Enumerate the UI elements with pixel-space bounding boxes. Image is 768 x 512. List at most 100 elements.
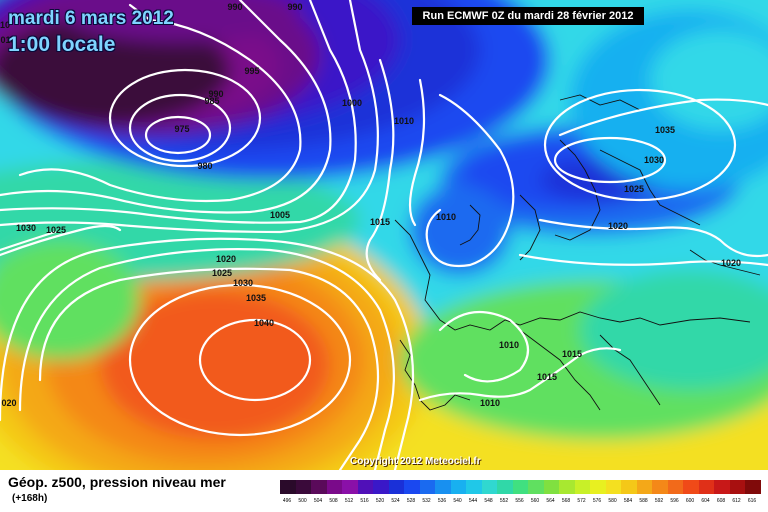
colorbar-swatch bbox=[621, 480, 637, 494]
colorbar-label: 520 bbox=[375, 498, 385, 504]
isobar-label: 1030 bbox=[644, 155, 664, 165]
colorbar-swatch bbox=[357, 480, 373, 494]
colorbar-label: 576 bbox=[592, 498, 602, 504]
colorbar-label: 580 bbox=[608, 498, 617, 504]
isobars bbox=[0, 0, 768, 470]
isobar-label: 020 bbox=[1, 398, 16, 408]
isobar-label: 1025 bbox=[46, 225, 66, 235]
colorbar-swatch bbox=[311, 480, 327, 494]
colorbar-swatch bbox=[574, 480, 590, 494]
colorbar-swatch bbox=[698, 480, 714, 494]
isobar-label: 1010 bbox=[499, 340, 519, 350]
forecast-range: (+168h) bbox=[12, 493, 48, 504]
isobar-labels: 990 990 10 015 995 990 985 975 980 1000 … bbox=[0, 2, 741, 408]
isobar-label: 1035 bbox=[655, 125, 675, 135]
isobar-label: 1040 bbox=[254, 318, 274, 328]
colorbar-label: 528 bbox=[406, 498, 416, 504]
isobar-label: 1005 bbox=[270, 210, 290, 220]
colorbar-swatch bbox=[419, 480, 435, 494]
isobar-label: 985 bbox=[204, 96, 219, 106]
colorbar-swatch bbox=[280, 480, 296, 494]
colorbar-label: 524 bbox=[391, 498, 400, 504]
colorbar-swatch bbox=[481, 480, 497, 494]
legend-bar: Géop. z500, pression niveau mer (+168h) … bbox=[0, 470, 768, 512]
copyright-text: Copyright 2012 Meteociel.fr bbox=[350, 456, 481, 467]
colorbar-label: 536 bbox=[437, 498, 447, 504]
isobar-label: 1030 bbox=[233, 278, 253, 288]
colorbar-label: 496 bbox=[282, 498, 292, 504]
isobar-label: 1020 bbox=[608, 221, 628, 231]
isobar-label: 975 bbox=[174, 124, 189, 134]
colorbar-label: 508 bbox=[329, 498, 338, 504]
isobar-label: 10 bbox=[0, 20, 10, 30]
colorbar-label: 540 bbox=[453, 498, 462, 504]
colorbar-label: 592 bbox=[654, 498, 664, 504]
colorbar-label: 608 bbox=[716, 498, 726, 504]
colorbar-label: 560 bbox=[530, 498, 540, 504]
colorbar-swatch bbox=[667, 480, 683, 494]
colorbar-swatch bbox=[342, 480, 358, 494]
colorbar-swatch bbox=[605, 480, 621, 494]
colorbar-label: 600 bbox=[685, 498, 695, 504]
colorbar-swatch bbox=[636, 480, 652, 494]
colorbar-swatch bbox=[528, 480, 544, 494]
colorbar-swatch bbox=[652, 480, 668, 494]
colorbar-swatch bbox=[326, 480, 342, 494]
isobar-label: 990 bbox=[287, 2, 302, 12]
colorbar-label: 584 bbox=[623, 498, 633, 504]
isobar-label: 1015 bbox=[537, 372, 557, 382]
isobar-label: 990 bbox=[208, 89, 223, 99]
coastlines bbox=[394, 94, 761, 411]
colorbar-label: 552 bbox=[499, 498, 509, 504]
colorbar-label: 616 bbox=[747, 498, 757, 504]
colorbar-swatch bbox=[388, 480, 404, 494]
geopotential-colorbar: 496 500 504 508 512 516 520 524 528 532 536 540 544 5… bbox=[280, 480, 761, 506]
colorbar-swatch bbox=[683, 480, 699, 494]
colorbar-label: 568 bbox=[561, 498, 571, 504]
colorbar-label: 588 bbox=[639, 498, 648, 504]
isobar-label: 1025 bbox=[212, 268, 232, 278]
colorbar-swatch bbox=[295, 480, 311, 494]
colorbar-label: 572 bbox=[577, 498, 586, 504]
colorbar-swatch bbox=[466, 480, 482, 494]
forecast-time-title: 1:00 locale bbox=[8, 33, 116, 56]
colorbar-label: 504 bbox=[313, 498, 323, 504]
colorbar-swatch bbox=[512, 480, 528, 494]
isobar-label: 1000 bbox=[342, 98, 362, 108]
colorbar-label: 500 bbox=[298, 498, 307, 504]
isobar-label: 990 bbox=[227, 2, 242, 12]
colorbar-label: 516 bbox=[360, 498, 369, 504]
isobar-label: 1010 bbox=[394, 116, 414, 126]
colorbar-swatch bbox=[559, 480, 575, 494]
isobar-label: 1025 bbox=[624, 184, 644, 194]
colorbar-label: 564 bbox=[546, 498, 555, 504]
colorbar-swatch bbox=[373, 480, 389, 494]
legend-title: Géop. z500, pression niveau mer bbox=[8, 474, 226, 490]
isobar-label: 1010 bbox=[436, 212, 456, 222]
isobar-label: 1030 bbox=[16, 223, 36, 233]
colorbar-swatch bbox=[435, 480, 451, 494]
colorbar-swatch bbox=[404, 480, 420, 494]
isobar-label: 1020 bbox=[721, 258, 741, 268]
geopotential-field bbox=[0, 0, 768, 470]
isobar-label: 1015 bbox=[562, 349, 582, 359]
isobar-label: 980 bbox=[197, 161, 212, 171]
colorbar-label: 596 bbox=[670, 498, 679, 504]
colorbar-label: 532 bbox=[422, 498, 431, 504]
map-panel: 990 990 10 015 995 990 985 975 980 1000 … bbox=[0, 0, 768, 470]
isobar-label: 015 bbox=[0, 35, 15, 45]
isobar-label: 1035 bbox=[246, 293, 266, 303]
colorbar-swatch bbox=[714, 480, 730, 494]
colorbar-swatch bbox=[497, 480, 513, 494]
colorbar-label: 544 bbox=[468, 498, 478, 504]
colorbar-swatch bbox=[450, 480, 466, 494]
colorbar-label: 612 bbox=[732, 498, 741, 504]
colorbar-label: 604 bbox=[701, 498, 710, 504]
model-run-info: Run ECMWF 0Z du mardi 28 février 2012 bbox=[412, 7, 644, 25]
colorbar-label: 556 bbox=[515, 498, 524, 504]
colorbar-swatch bbox=[543, 480, 559, 494]
colorbar-label: 548 bbox=[484, 498, 493, 504]
isobar-label: 1015 bbox=[370, 217, 390, 227]
isobar-label: 1020 bbox=[216, 254, 236, 264]
